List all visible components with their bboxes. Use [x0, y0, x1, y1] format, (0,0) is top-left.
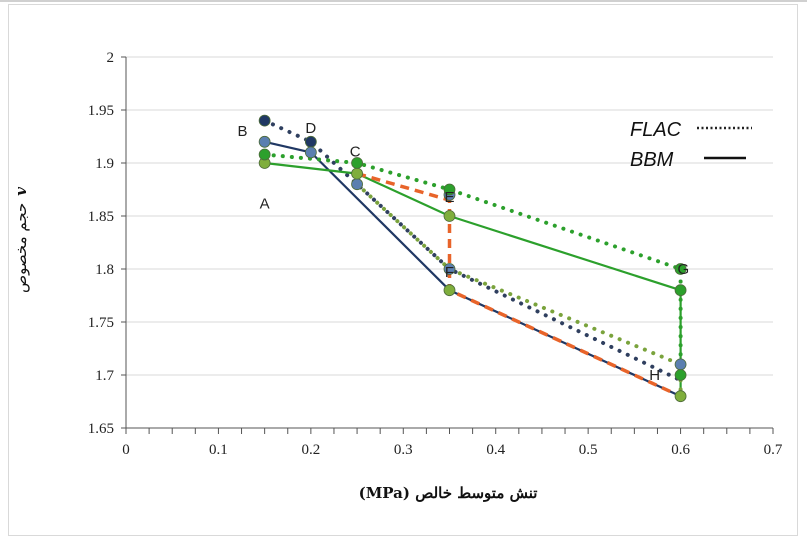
series-line-1 — [262, 118, 683, 383]
x-tick-labels: 0 0.1 0.2 0.3 0.4 0.5 0.6 0.7 — [122, 442, 783, 458]
data-point — [443, 284, 456, 297]
y-tick-label: 1.8 — [95, 262, 114, 278]
data-point — [674, 284, 687, 297]
data-point — [258, 148, 271, 161]
y-tick-label: 2 — [107, 50, 115, 66]
x-axis-title: تنش متوسط خالص (MPa) — [359, 484, 538, 502]
point-label-e: E — [444, 189, 454, 206]
point-label-h: H — [649, 367, 660, 384]
data-point — [443, 263, 456, 275]
data-point — [304, 135, 317, 148]
data-point — [443, 210, 456, 222]
x-tick-label: 0.6 — [671, 442, 690, 458]
data-point — [674, 390, 687, 403]
chart-frame — [8, 4, 798, 536]
y-axis-title: حجم مخصوص — [12, 203, 30, 293]
x-tick-label: 0.3 — [394, 442, 413, 458]
data-point — [674, 358, 687, 371]
y-tick-label: 1.9 — [95, 156, 114, 172]
x-tick-label: 0.5 — [579, 442, 598, 458]
y-tick-labels: 1.65 1.7 1.75 1.8 1.85 1.9 1.95 2 — [88, 50, 115, 437]
y-axis-title-text-wrap: حجم مخصوص v — [12, 187, 30, 293]
point-label-g: G — [678, 261, 690, 278]
y-axis-symbol: v — [12, 187, 30, 196]
series-line-3 — [262, 152, 683, 377]
legend-label-flac: FLAC — [630, 119, 682, 141]
y-tick-label: 1.95 — [88, 103, 114, 119]
data-point — [304, 146, 317, 159]
data-point — [258, 114, 271, 127]
x-tick-label: 0.2 — [301, 442, 320, 458]
point-label-f: F — [445, 264, 454, 281]
x-tick-label: 0.7 — [764, 442, 783, 458]
series-markers — [258, 114, 687, 403]
data-point — [258, 135, 271, 148]
legend: FLAC BBM — [630, 119, 752, 171]
legend-label-bbm: BBM — [630, 149, 674, 171]
x-tick-label: 0.1 — [209, 442, 228, 458]
data-point — [674, 369, 687, 381]
x-tick-label: 0.4 — [486, 442, 505, 458]
point-labels: A B D C E F G H — [237, 120, 689, 384]
top-border — [0, 0, 807, 2]
data-point — [351, 178, 363, 191]
gridlines — [126, 56, 773, 376]
series-line-4 — [356, 171, 682, 398]
series-line-0 — [264, 140, 682, 398]
y-tick-label: 1.85 — [88, 209, 114, 225]
series-lines — [262, 118, 683, 399]
data-point — [674, 263, 687, 275]
data-point — [443, 183, 456, 196]
data-point — [351, 157, 363, 169]
data-point — [351, 167, 363, 180]
point-label-d: D — [305, 120, 316, 137]
y-axis-title-group: حجم مخصوص v — [12, 187, 30, 293]
y-tick-label: 1.75 — [88, 315, 114, 331]
y-tick-label: 1.65 — [88, 421, 114, 437]
point-label-c: C — [350, 143, 361, 160]
axes — [121, 56, 774, 434]
point-label-b: B — [237, 123, 247, 140]
y-tick-label: 1.7 — [95, 368, 114, 384]
point-label-a: A — [260, 195, 270, 212]
x-tick-label: 0 — [122, 442, 130, 458]
